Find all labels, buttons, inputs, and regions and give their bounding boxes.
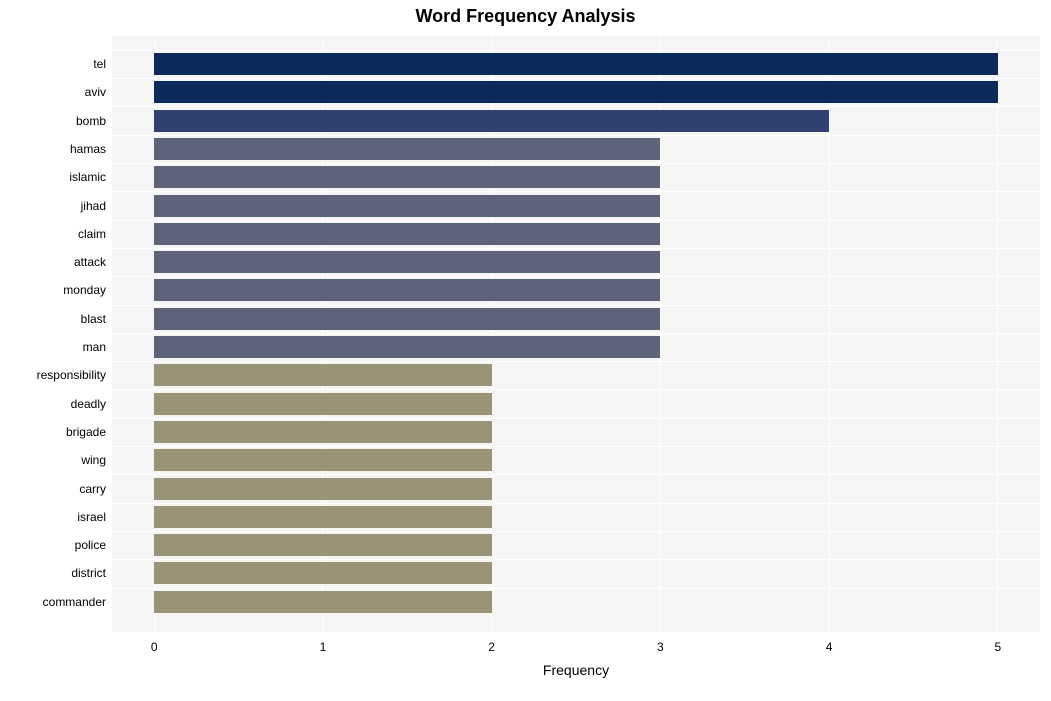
grid-band <box>112 389 1040 390</box>
y-tick-label: man <box>83 340 106 354</box>
grid-band <box>112 276 1040 277</box>
grid-band <box>112 106 1040 107</box>
x-tick-label: 5 <box>994 640 1001 654</box>
bar <box>154 195 660 217</box>
y-tick-label: attack <box>74 255 106 269</box>
grid-band <box>112 163 1040 164</box>
y-tick-label: tel <box>93 57 106 71</box>
y-tick-label: aviv <box>85 85 106 99</box>
bar <box>154 591 491 613</box>
y-tick-label: bomb <box>76 114 106 128</box>
bar <box>154 336 660 358</box>
bar <box>154 223 660 245</box>
bar <box>154 81 998 103</box>
x-tick-label: 4 <box>826 640 833 654</box>
bar <box>154 166 660 188</box>
bar <box>154 53 998 75</box>
grid-line <box>997 36 998 632</box>
bar <box>154 534 491 556</box>
x-axis-label: Frequency <box>112 662 1040 678</box>
y-tick-label: blast <box>81 312 106 326</box>
grid-band <box>112 361 1040 362</box>
y-tick-label: hamas <box>70 142 106 156</box>
grid-band <box>112 446 1040 447</box>
y-tick-label: carry <box>79 482 106 496</box>
x-tick-label: 3 <box>657 640 664 654</box>
bar <box>154 449 491 471</box>
bar <box>154 421 491 443</box>
x-tick-label: 2 <box>488 640 495 654</box>
grid-band <box>112 503 1040 504</box>
chart-title: Word Frequency Analysis <box>0 6 1051 27</box>
y-tick-label: deadly <box>71 397 106 411</box>
grid-band <box>112 559 1040 560</box>
bar <box>154 506 491 528</box>
bar <box>154 364 491 386</box>
y-tick-label: district <box>71 566 106 580</box>
y-tick-label: brigade <box>66 425 106 439</box>
bar <box>154 478 491 500</box>
grid-band <box>112 135 1040 136</box>
y-tick-label: wing <box>81 453 106 467</box>
x-tick-label: 1 <box>320 640 327 654</box>
bar <box>154 562 491 584</box>
grid-band <box>112 333 1040 334</box>
grid-band <box>112 248 1040 249</box>
grid-band <box>112 191 1040 192</box>
y-tick-label: islamic <box>69 170 106 184</box>
grid-band <box>112 418 1040 419</box>
grid-band <box>112 50 1040 51</box>
word-frequency-chart: Word Frequency Analysis Frequency tel avi… <box>0 0 1051 701</box>
bar <box>154 393 491 415</box>
y-tick-label: jihad <box>81 199 106 213</box>
bar <box>154 279 660 301</box>
grid-band <box>112 220 1040 221</box>
grid-band <box>112 531 1040 532</box>
grid-band <box>112 78 1040 79</box>
grid-band <box>112 305 1040 306</box>
y-tick-label: israel <box>77 510 106 524</box>
y-tick-label: commander <box>43 595 106 609</box>
y-tick-label: police <box>75 538 106 552</box>
y-tick-label: monday <box>63 283 106 297</box>
x-tick-label: 0 <box>151 640 158 654</box>
grid-band <box>112 474 1040 475</box>
bar <box>154 110 829 132</box>
y-tick-label: responsibility <box>37 368 106 382</box>
bar <box>154 138 660 160</box>
y-tick-label: claim <box>78 227 106 241</box>
grid-band <box>112 588 1040 589</box>
plot-area <box>112 36 1040 632</box>
bar <box>154 251 660 273</box>
bar <box>154 308 660 330</box>
